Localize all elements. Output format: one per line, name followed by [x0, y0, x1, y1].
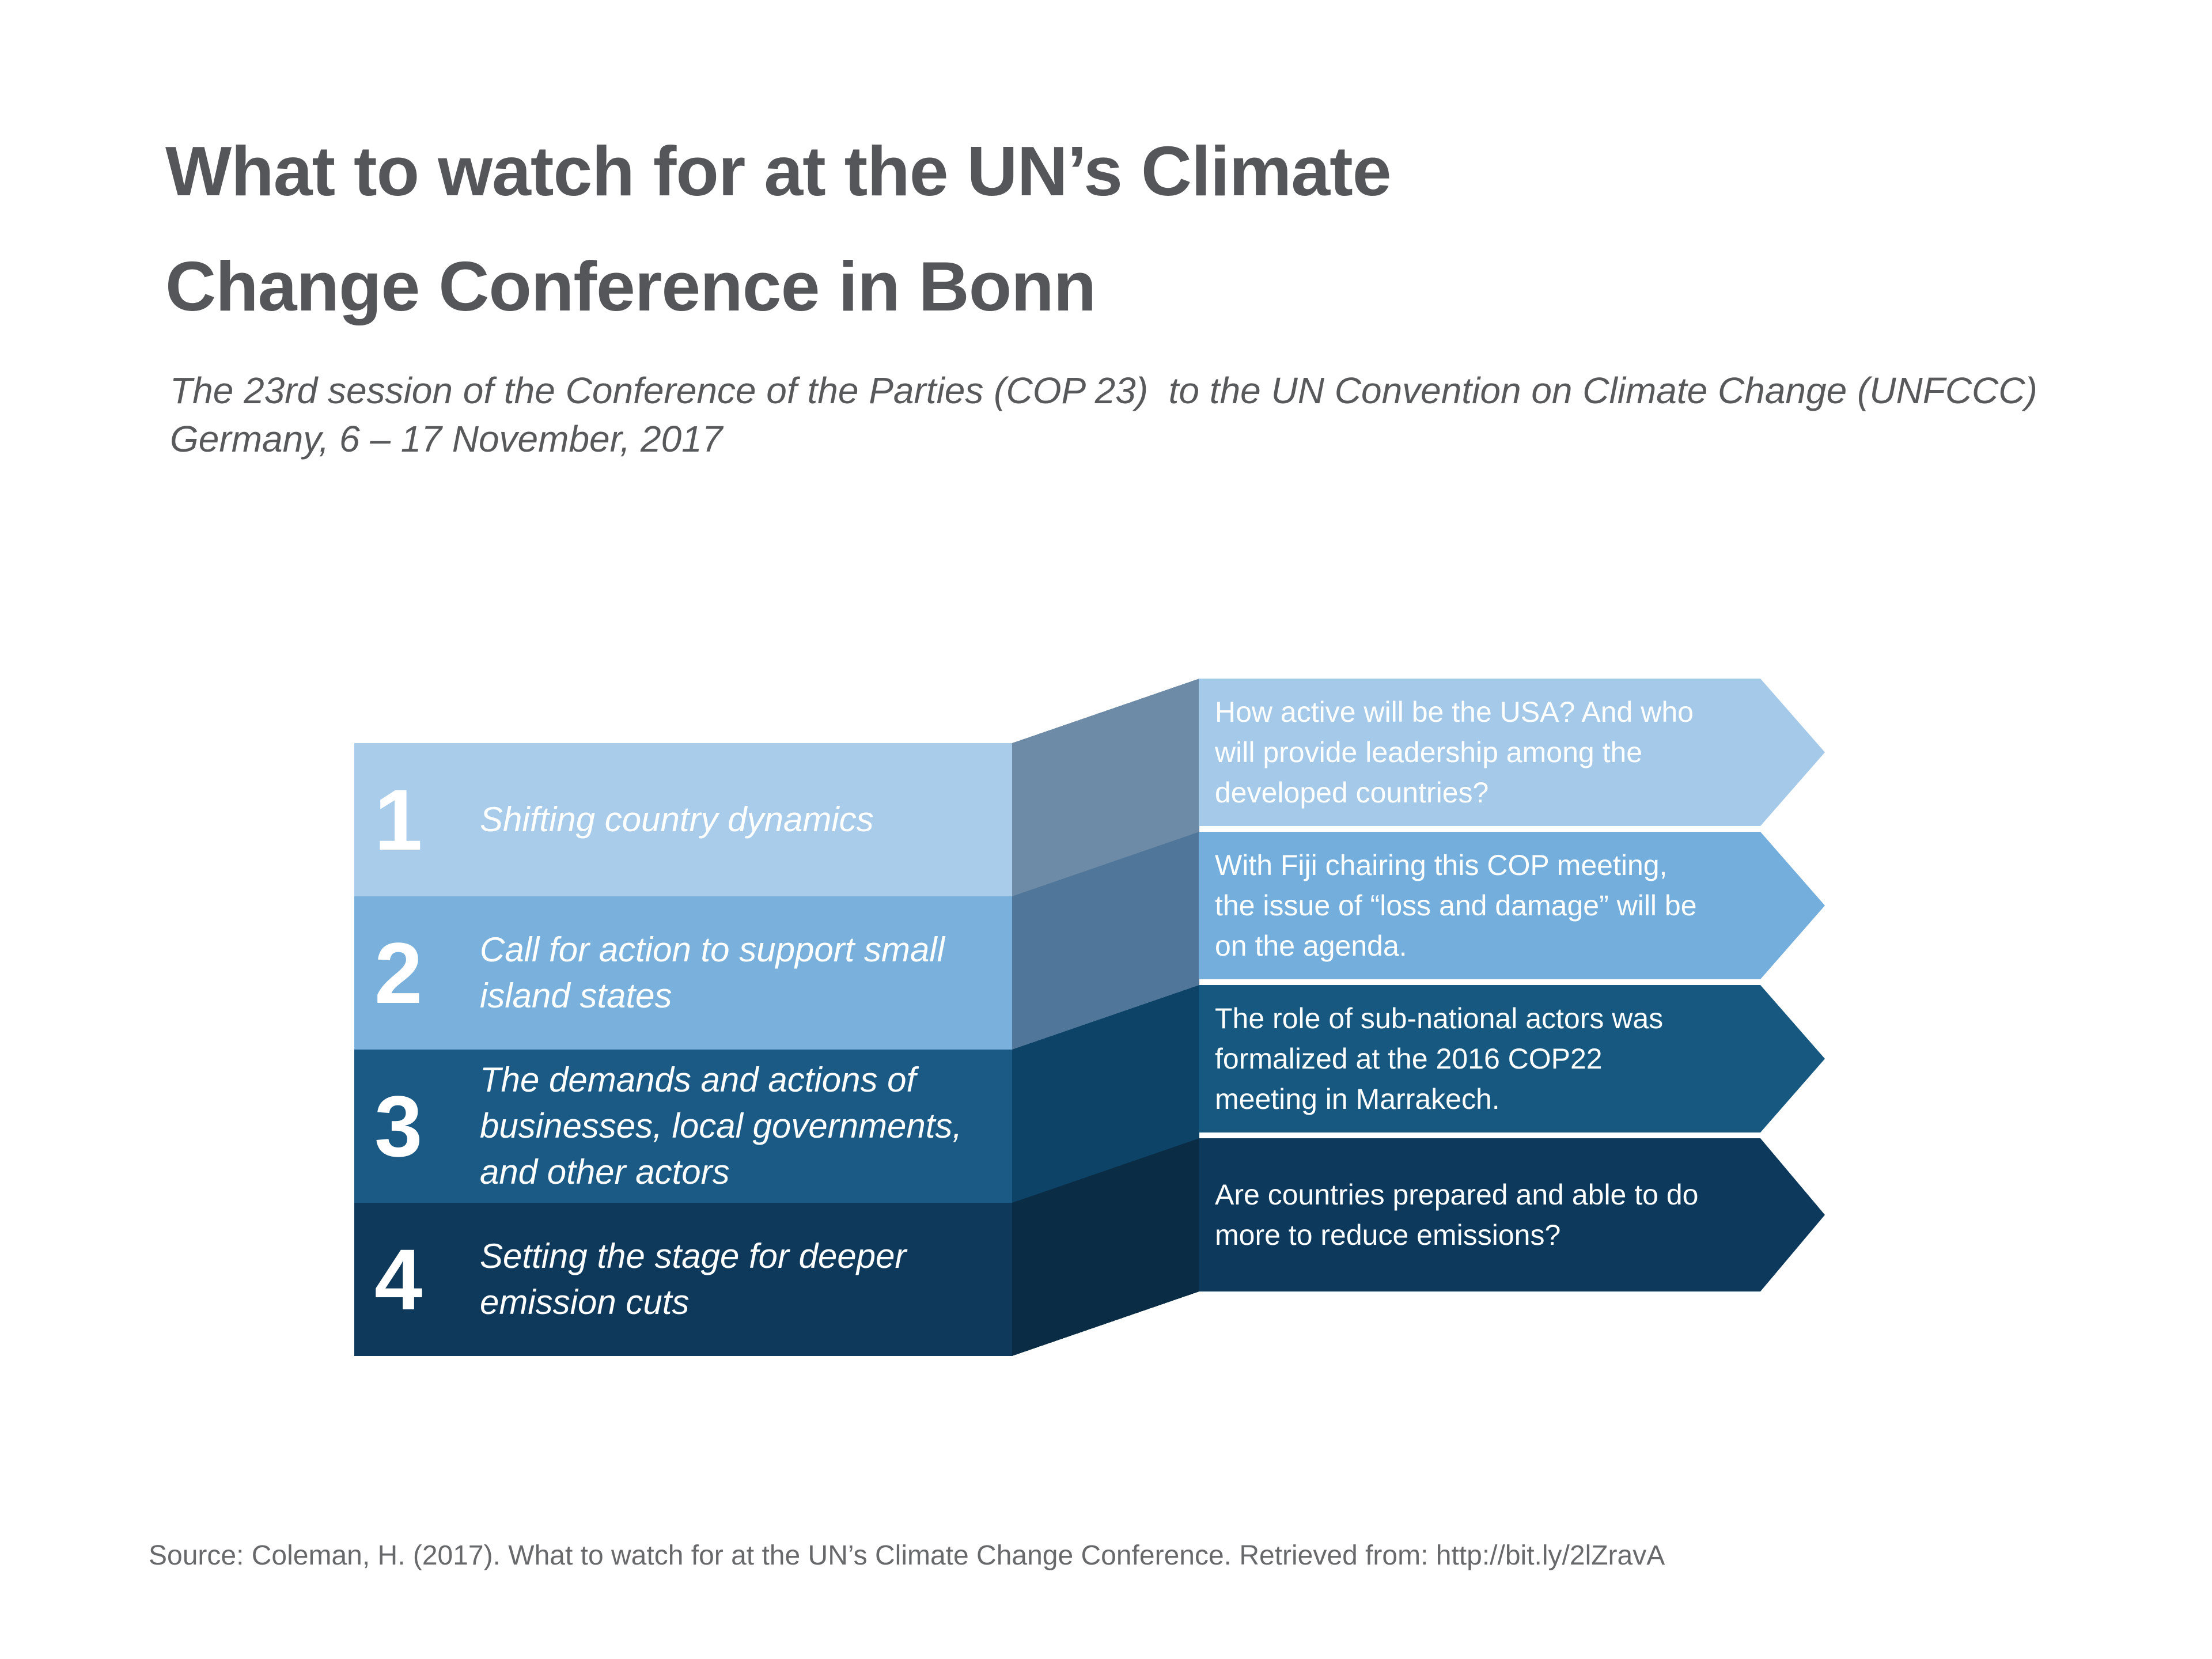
page-title-line-1: What to watch for at the UN’s Climate: [165, 132, 1392, 210]
arrow-polygon-1: [1199, 679, 1825, 826]
arrow-text-3: The role of sub-national actors was form…: [1215, 1002, 1664, 1115]
fold-2: [1012, 832, 1199, 1050]
arrow-polygon-2: [1199, 832, 1825, 979]
fold-1: [1012, 679, 1199, 896]
band-number-4: 4: [374, 1231, 423, 1328]
arrow-shape-1: [1199, 679, 1825, 826]
band-row-1: 1 Shifting country dynamics: [354, 743, 1013, 896]
fold-connector-group: [1012, 679, 1199, 1356]
page-title-line-2: Change Conference in Bonn: [165, 247, 1096, 325]
band-label-1: Shifting country dynamics: [480, 800, 874, 839]
band-label-4: Setting the stage for deeper emission cu…: [480, 1237, 907, 1321]
arrow-polygon-3: [1199, 985, 1825, 1132]
arrow-shape-2: [1199, 832, 1825, 979]
fold-4: [1012, 1138, 1199, 1356]
arrow-shape-4: [1199, 1138, 1825, 1291]
page-subtitle-line-1: The 23rd session of the Conference of th…: [170, 370, 2037, 411]
arrow-text-1: How active will be the USA? And who will…: [1215, 696, 1694, 809]
band-number-2: 2: [374, 925, 423, 1021]
arrow-shape-3: [1199, 985, 1825, 1132]
arrow-polygon-4: [1199, 1138, 1825, 1291]
band-row-3: 3 The demands and actions of businesses,…: [354, 1050, 1013, 1203]
fold-3: [1012, 985, 1199, 1203]
source-citation: Source: Coleman, H. (2017). What to watc…: [149, 1540, 1665, 1571]
page-subtitle-line-2: Germany, 6 – 17 November, 2017: [170, 418, 723, 460]
band-number-1: 1: [374, 771, 423, 868]
arrow-text-4: Are countries prepared and able to do mo…: [1215, 1179, 1699, 1251]
band-label-2: Call for action to support small island …: [480, 930, 945, 1015]
band-number-3: 3: [374, 1078, 423, 1175]
arrow-text-2: With Fiji chairing this COP meeting, the…: [1215, 849, 1697, 962]
band-row-2: 2 Call for action to support small islan…: [354, 896, 1013, 1050]
band-row-4: 4 Setting the stage for deeper emission …: [354, 1203, 1013, 1356]
band-label-3: The demands and actions of businesses, l…: [480, 1060, 963, 1191]
